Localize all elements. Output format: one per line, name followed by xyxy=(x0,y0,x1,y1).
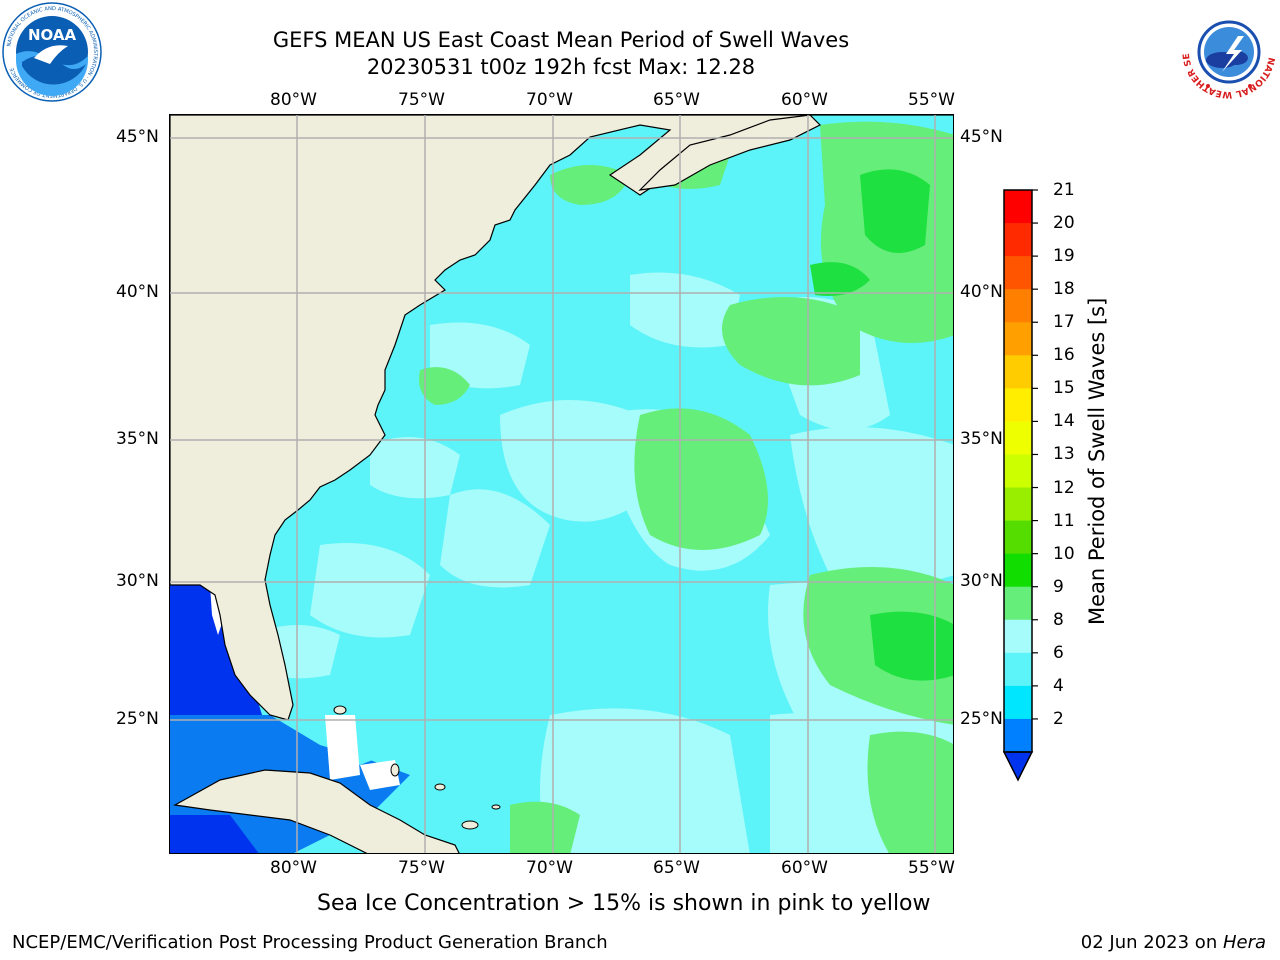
colorbar-blocks xyxy=(1004,190,1032,753)
credit-text: NCEP/EMC/Verification Post Processing Pr… xyxy=(12,932,608,953)
colorbar-block xyxy=(1004,322,1032,356)
map-svg xyxy=(170,115,953,853)
colorbar-tick-label: 10 xyxy=(1053,543,1075,564)
colorbar-tick-label: 20 xyxy=(1053,213,1075,234)
colorbar-extend-arrow xyxy=(1002,751,1034,782)
colorbar-tick-label: 15 xyxy=(1053,378,1075,399)
lon-label-top: 60°W xyxy=(781,90,828,110)
colorbar-tick-label: 18 xyxy=(1053,279,1075,300)
colorbar-tick-label: 8 xyxy=(1053,609,1064,630)
lat-label-left: 45°N xyxy=(116,127,159,147)
colorbar-block xyxy=(1004,190,1032,224)
colorbar-block xyxy=(1004,520,1032,555)
map-subtitle: 20230531 t00z 192h fcst Max: 12.28 xyxy=(366,55,756,79)
colorbar-block xyxy=(1004,718,1032,753)
nws-logo: NATIONAL WEATHER SERVICE xyxy=(1180,4,1276,99)
small-islands xyxy=(333,705,501,830)
colorbar-outline xyxy=(1003,189,1033,753)
lon-label-bottom: 70°W xyxy=(526,858,573,878)
lat-label-right: 30°N xyxy=(960,571,1003,591)
colorbar-block xyxy=(1004,553,1032,588)
sea-ice-note: Sea Ice Concentration > 15% is shown in … xyxy=(317,891,931,916)
colorbar-tick-label: 6 xyxy=(1053,642,1064,663)
colorbar-block xyxy=(1004,619,1032,654)
lat-label-left: 25°N xyxy=(116,709,159,729)
noaa-wordmark: NOAA xyxy=(28,26,77,44)
colorbar-block xyxy=(1004,355,1032,389)
colorbar-tick-label: 17 xyxy=(1053,312,1075,333)
colorbar-tick-label: 21 xyxy=(1053,180,1075,200)
colorbar-tick-label: 4 xyxy=(1053,675,1064,696)
colorbar-tick-label: 19 xyxy=(1053,246,1075,267)
lon-label-top: 75°W xyxy=(398,90,445,110)
lat-label-left: 40°N xyxy=(116,282,159,302)
colorbar-label: Mean Period of Swell Waves [s] xyxy=(1085,297,1109,625)
lat-label-right: 45°N xyxy=(960,127,1003,147)
swell-bright-green-regions xyxy=(810,169,953,681)
lon-label-bottom: 60°W xyxy=(781,858,828,878)
lon-label-bottom: 75°W xyxy=(398,858,445,878)
lon-label-bottom: 80°W xyxy=(270,858,317,878)
colorbar-block xyxy=(1004,652,1032,687)
noaa-logo: NATIONAL OCEANIC AND ATMOSPHERIC ADMINIS… xyxy=(2,2,102,102)
date-text: 02 Jun 2023 on xyxy=(1080,932,1223,953)
land-nova-scotia xyxy=(638,115,822,191)
colorbar-block xyxy=(1004,289,1032,323)
colorbar-block xyxy=(1004,454,1032,489)
lon-label-bottom: 65°W xyxy=(653,858,700,878)
lon-label-bottom: 55°W xyxy=(908,858,955,878)
colorbar-block xyxy=(1004,388,1032,422)
date-stamp: 02 Jun 2023 on Hera xyxy=(1081,932,1266,953)
lon-label-top: 80°W xyxy=(270,90,317,110)
graticule xyxy=(170,115,953,853)
land-us-east-coast xyxy=(170,115,953,721)
land-cuba xyxy=(173,769,460,853)
lat-label-left: 35°N xyxy=(116,429,159,449)
colorbar-tick-label: 9 xyxy=(1053,576,1064,597)
colorbar-tick-label: 11 xyxy=(1053,510,1075,531)
machine-name: Hera xyxy=(1222,932,1266,953)
colorbar xyxy=(1002,189,1038,782)
colorbar-tick-marks xyxy=(1032,189,1038,720)
colorbar-tick-label: 13 xyxy=(1053,444,1075,465)
lon-label-top: 70°W xyxy=(526,90,573,110)
colorbar-block xyxy=(1004,685,1032,720)
lat-label-left: 30°N xyxy=(116,571,159,591)
colorbar-block xyxy=(1004,487,1032,522)
colorbar-tick-label: 12 xyxy=(1053,477,1075,498)
lon-label-top: 65°W xyxy=(653,90,700,110)
lat-label-right: 35°N xyxy=(960,429,1003,449)
map-panel xyxy=(169,114,954,854)
colorbar-block xyxy=(1004,586,1032,621)
colorbar-block xyxy=(1004,223,1032,257)
lon-label-top: 55°W xyxy=(908,90,955,110)
map-title: GEFS MEAN US East Coast Mean Period of S… xyxy=(272,28,850,52)
colorbar-tick-label: 16 xyxy=(1053,345,1075,366)
lat-label-right: 25°N xyxy=(960,709,1003,729)
colorbar-block xyxy=(1004,421,1032,455)
lat-label-right: 40°N xyxy=(960,282,1003,302)
colorbar-block xyxy=(1004,256,1032,290)
colorbar-tick-label: 2 xyxy=(1053,708,1064,729)
colorbar-tick-label: 14 xyxy=(1053,411,1075,432)
